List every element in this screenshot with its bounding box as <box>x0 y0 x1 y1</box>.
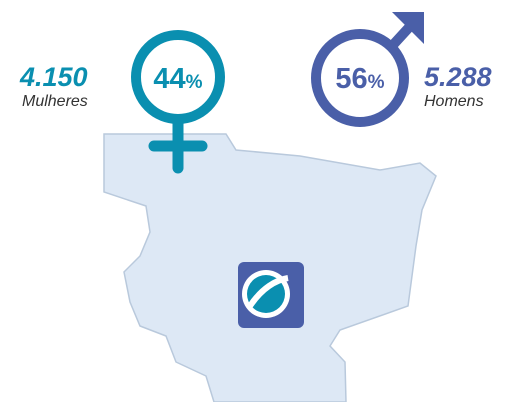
male-percent-value: 56 <box>335 63 367 95</box>
male-percent: 56% <box>335 63 384 95</box>
male-symbol <box>311 12 424 127</box>
male-percent-unit: % <box>368 72 385 93</box>
male-count: 5.288 <box>424 62 492 92</box>
male-label: Homens <box>424 93 484 110</box>
female-percent-value: 44 <box>153 63 185 95</box>
female-percent-unit: % <box>186 72 203 93</box>
female-symbol <box>131 30 225 174</box>
logo <box>238 262 304 328</box>
female-label: Mulheres <box>22 93 88 110</box>
female-percent: 44% <box>153 63 202 95</box>
female-count: 4.150 <box>19 62 88 92</box>
